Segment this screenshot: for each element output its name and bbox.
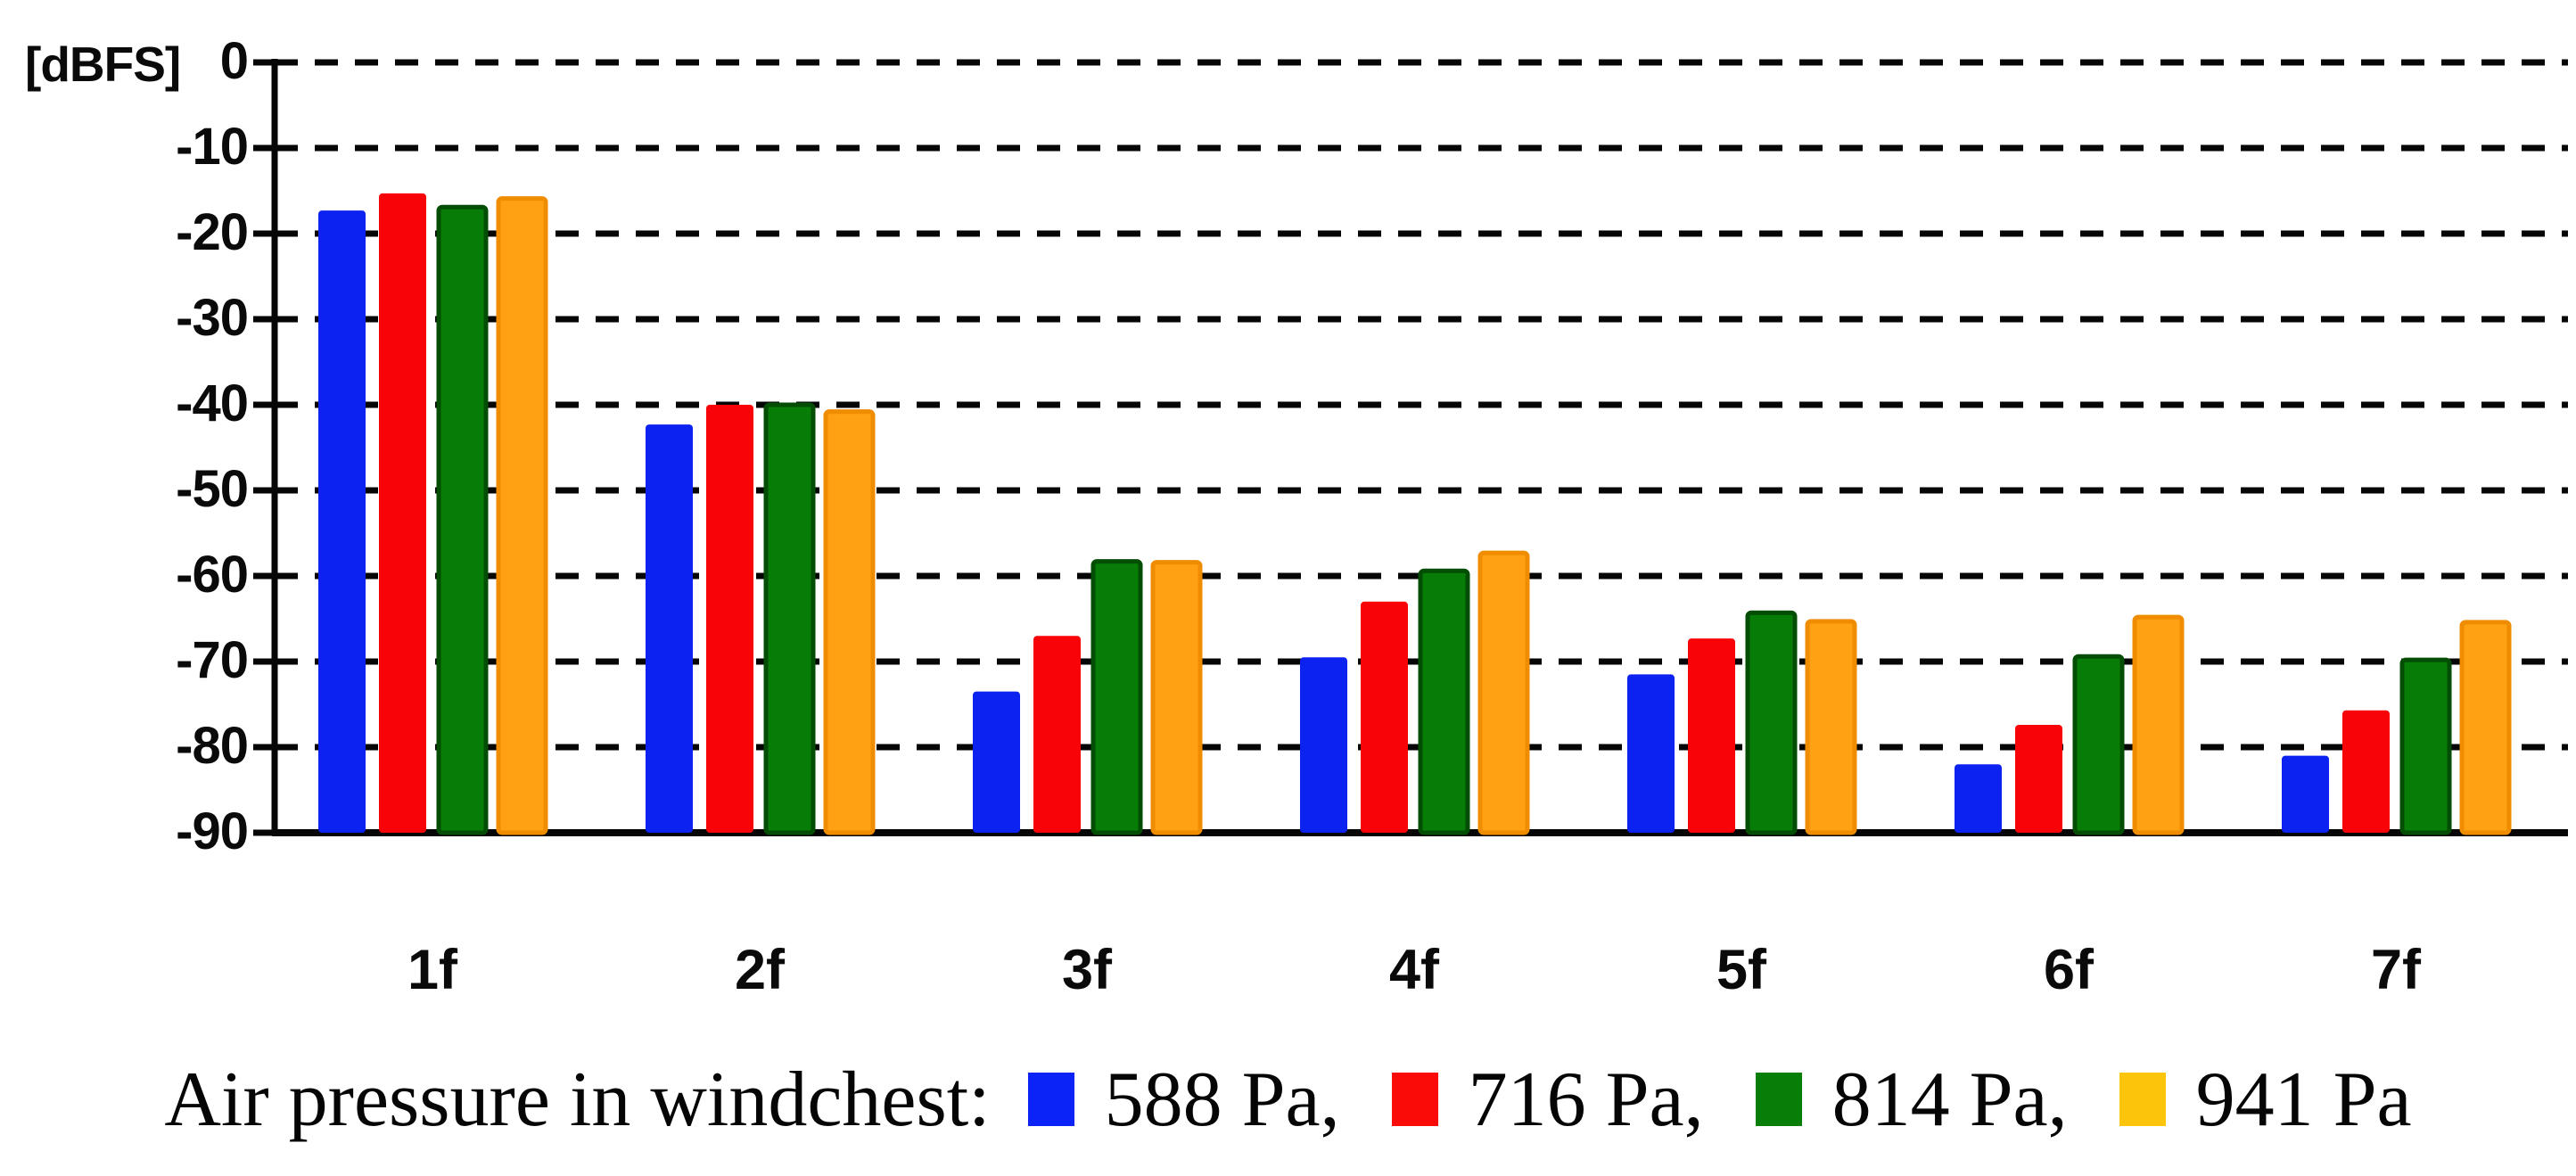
bar-3f-588-pa xyxy=(973,691,1020,833)
bar-3f-814-pa xyxy=(1090,559,1143,835)
legend-item-716-pa: 716 Pa, xyxy=(1391,1055,1756,1145)
bar-5f-814-pa xyxy=(1745,610,1798,835)
y-tick-label--30: -30 xyxy=(176,289,249,348)
bar-2f-941-pa xyxy=(823,409,876,835)
x-tick-label-4f: 4f xyxy=(1388,939,1440,1001)
bar-4f-814-pa xyxy=(1418,568,1470,835)
bar-1f-941-pa xyxy=(496,196,548,835)
x-tick-label-6f: 6f xyxy=(2043,939,2095,1001)
legend-item-814-pa: 814 Pa, xyxy=(1755,1055,2119,1145)
legend-label: 588 Pa, xyxy=(1104,1056,1340,1143)
legend-label: 716 Pa, xyxy=(1468,1056,1704,1143)
y-axis-unit-label: [dBFS] xyxy=(25,37,181,92)
bar-3f-716-pa xyxy=(1033,636,1081,833)
bar-2f-588-pa xyxy=(646,424,693,833)
legend-swatch-icon xyxy=(2119,1073,2166,1126)
legend-item-588-pa: 588 Pa, xyxy=(1027,1055,1392,1145)
bar-6f-588-pa xyxy=(1955,764,2002,833)
bar-6f-941-pa xyxy=(2132,614,2185,835)
bar-1f-588-pa xyxy=(318,210,366,833)
y-tick-label--60: -60 xyxy=(176,546,249,604)
bar-5f-588-pa xyxy=(1627,674,1675,833)
y-tick-label--50: -50 xyxy=(176,460,249,519)
y-tick-label--80: -80 xyxy=(176,717,249,776)
legend-swatch-icon xyxy=(1027,1073,1074,1126)
bar-4f-588-pa xyxy=(1300,657,1347,833)
x-tick-label-1f: 1f xyxy=(407,939,458,1001)
x-tick-label-2f: 2f xyxy=(734,939,786,1001)
x-tick-label-5f: 5f xyxy=(1716,939,1767,1001)
legend-title: Air pressure in windchest: xyxy=(164,1056,991,1143)
bar-6f-716-pa xyxy=(2015,725,2062,833)
y-tick-label--20: -20 xyxy=(176,203,249,262)
x-tick-label-7f: 7f xyxy=(2370,939,2422,1001)
y-tick-label-0: 0 xyxy=(219,32,249,91)
bar-7f-588-pa xyxy=(2282,755,2329,833)
legend-label: 941 Pa xyxy=(2195,1056,2412,1143)
bar-2f-716-pa xyxy=(706,405,753,833)
bar-1f-814-pa xyxy=(436,204,489,835)
bar-5f-941-pa xyxy=(1805,619,1857,835)
y-tick-label--40: -40 xyxy=(176,374,249,433)
y-tick-label--70: -70 xyxy=(176,631,249,690)
bar-5f-716-pa xyxy=(1688,638,1735,833)
bar-7f-716-pa xyxy=(2342,710,2390,833)
bar-7f-941-pa xyxy=(2459,620,2512,835)
y-tick-label--10: -10 xyxy=(176,118,249,177)
bar-4f-716-pa xyxy=(1361,601,1408,833)
bar-2f-814-pa xyxy=(763,402,816,835)
legend-label: 814 Pa, xyxy=(1831,1056,2068,1143)
legend-swatch-icon xyxy=(1391,1073,1438,1126)
legend-swatch-icon xyxy=(1755,1073,1802,1126)
bar-4f-941-pa xyxy=(1477,550,1530,835)
bar-7f-814-pa xyxy=(2399,657,2452,835)
bar-6f-814-pa xyxy=(2072,654,2125,835)
x-tick-label-3f: 3f xyxy=(1061,939,1113,1001)
bar-1f-716-pa xyxy=(379,193,426,833)
y-tick-label--90: -90 xyxy=(176,802,249,861)
legend: Air pressure in windchest: 588 Pa, 716 Pa… xyxy=(0,1032,2576,1166)
bar-3f-941-pa xyxy=(1150,560,1203,835)
legend-item-941-pa: 941 Pa xyxy=(2119,1055,2412,1145)
